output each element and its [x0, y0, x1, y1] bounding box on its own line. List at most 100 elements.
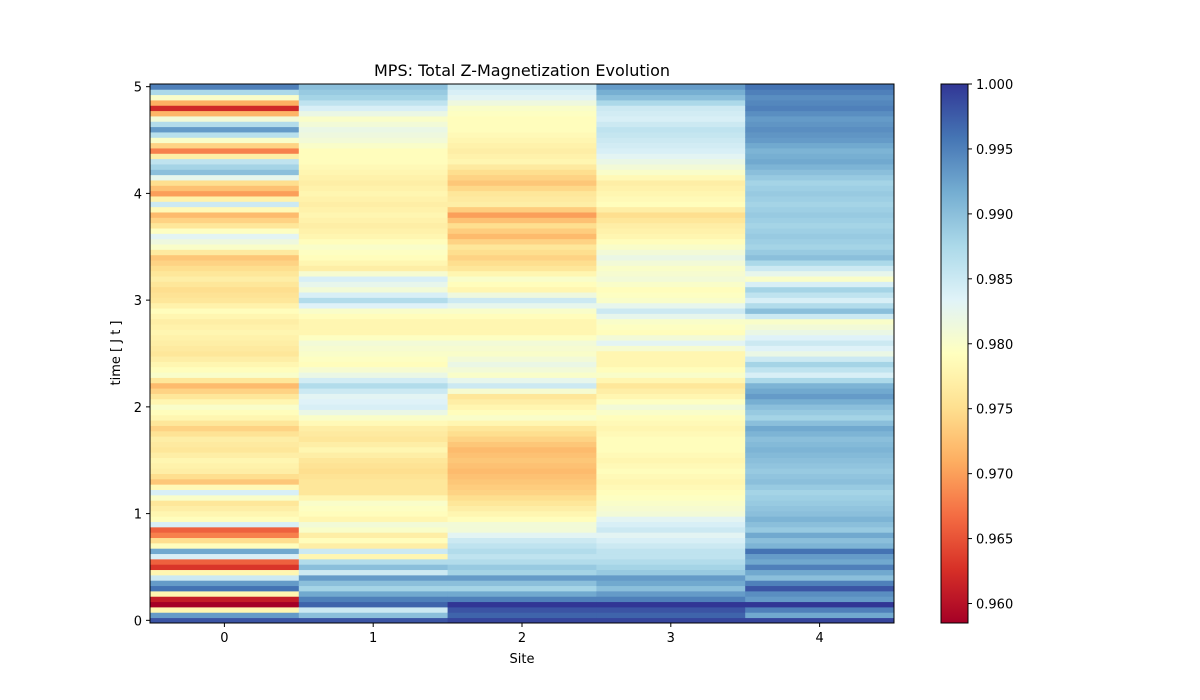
- x-axis-label: Site: [510, 652, 535, 667]
- heatmap-cell: [745, 233, 895, 240]
- heatmap-cell: [150, 388, 300, 394]
- heatmap-cell: [447, 94, 597, 101]
- heatmap-cell: [298, 569, 448, 576]
- heatmap-cell: [596, 612, 746, 619]
- heatmap-cell: [745, 526, 895, 533]
- heatmap-cell: [745, 558, 895, 565]
- heatmap-cell: [447, 404, 597, 410]
- heatmap-cell: [298, 292, 448, 298]
- heatmap-cell: [447, 329, 597, 336]
- heatmap-cell: [745, 180, 895, 186]
- heatmap-cell: [596, 484, 746, 490]
- heatmap-cell: [596, 388, 746, 394]
- heatmap-cell: [745, 532, 895, 539]
- heatmap-cell: [596, 425, 746, 432]
- heatmap-cell: [150, 574, 300, 581]
- heatmap-cell: [745, 446, 895, 453]
- heatmap-cell: [150, 500, 300, 506]
- heatmap-cell: [596, 334, 746, 341]
- heatmap-cell: [298, 116, 448, 122]
- heatmap-cell: [298, 601, 448, 608]
- heatmap-cell: [150, 297, 300, 304]
- colorbar-axis: 0.960 0.965 0.970 0.975 0.980 0.985 0.990 0.995…: [968, 78, 1013, 613]
- heatmap-cell: [596, 606, 746, 613]
- heatmap-cell: [745, 286, 895, 293]
- heatmap-cell: [150, 180, 300, 186]
- heatmap-cell: [150, 441, 300, 448]
- heatmap-cell: [745, 329, 895, 336]
- heatmap-cell: [596, 132, 746, 138]
- heatmap-cell: [150, 196, 300, 202]
- heatmap-cell: [447, 590, 597, 597]
- heatmap-cell: [447, 574, 597, 581]
- x-axis: 0 1 2 3 4: [220, 623, 824, 646]
- heatmap-cell: [447, 228, 597, 234]
- heatmap-cell: [447, 430, 597, 437]
- heatmap-cell: [150, 222, 300, 229]
- heatmap-cell: [150, 553, 300, 560]
- heatmap-cell: [150, 100, 300, 106]
- heatmap-cell: [745, 185, 895, 192]
- heatmap-cell: [596, 94, 746, 101]
- heatmap-cell: [745, 244, 895, 250]
- heatmap-cell: [447, 409, 597, 416]
- heatmap-cell: [298, 500, 448, 506]
- heatmap-cell: [745, 100, 895, 106]
- heatmap-cell: [596, 420, 746, 426]
- heatmap-cell: [298, 382, 448, 389]
- heatmap-cell: [745, 132, 895, 138]
- heatmap-cell: [745, 196, 895, 202]
- heatmap-cell: [298, 286, 448, 293]
- heatmap-cell: [596, 585, 746, 592]
- heatmap-cell: [298, 126, 448, 133]
- heatmap-cell: [447, 185, 597, 192]
- heatmap-cell: [596, 372, 746, 378]
- heatmap-cell: [447, 84, 597, 90]
- heatmap-cell: [298, 318, 448, 325]
- heatmap-cell: [447, 361, 597, 368]
- heatmap-cell: [596, 489, 746, 496]
- heatmap-cell: [298, 340, 448, 346]
- heatmap-cell: [596, 345, 746, 352]
- heatmap-cell: [150, 617, 300, 624]
- heatmap-cell: [447, 244, 597, 250]
- heatmap-cell: [447, 121, 597, 128]
- heatmap-cell: [150, 516, 300, 523]
- heatmap-cell: [298, 254, 448, 261]
- heatmap-cell: [298, 329, 448, 336]
- heatmap-cell: [298, 244, 448, 250]
- heatmap-cell: [150, 121, 300, 128]
- heatmap-cell: [745, 201, 895, 208]
- heatmap-cell: [447, 89, 597, 96]
- heatmap-cell: [447, 196, 597, 202]
- heatmap-cell: [745, 276, 895, 282]
- heatmap-cell: [745, 297, 895, 304]
- heatmap-cell: [596, 116, 746, 122]
- heatmap-cell: [745, 270, 895, 277]
- x-tick-label: 3: [667, 631, 675, 646]
- heatmap-cell: [447, 382, 597, 389]
- heatmap-cell: [298, 596, 448, 603]
- heatmap-cell: [150, 558, 300, 565]
- heatmap-cell: [447, 334, 597, 341]
- heatmap-cell: [150, 201, 300, 208]
- heatmap-cell: [298, 164, 448, 170]
- heatmap-cell: [298, 505, 448, 512]
- heatmap-cell: [596, 537, 746, 544]
- heatmap-cell: [596, 580, 746, 587]
- heatmap-cell: [596, 148, 746, 154]
- heatmap-cell: [745, 265, 895, 272]
- heatmap-cell: [298, 324, 448, 330]
- heatmap-cell: [150, 105, 300, 112]
- heatmap-cell: [447, 372, 597, 378]
- heatmap-cell: [150, 126, 300, 133]
- heatmap-cell: [447, 206, 597, 213]
- heatmap-cell: [447, 164, 597, 170]
- colorbar-tick-label: 0.970: [976, 468, 1013, 483]
- heatmap-cell: [150, 217, 300, 224]
- heatmap-cell: [298, 484, 448, 490]
- heatmap-cell: [596, 174, 746, 181]
- heatmap-cell: [447, 297, 597, 304]
- heatmap-cell: [596, 558, 746, 565]
- heatmap-cell: [298, 212, 448, 218]
